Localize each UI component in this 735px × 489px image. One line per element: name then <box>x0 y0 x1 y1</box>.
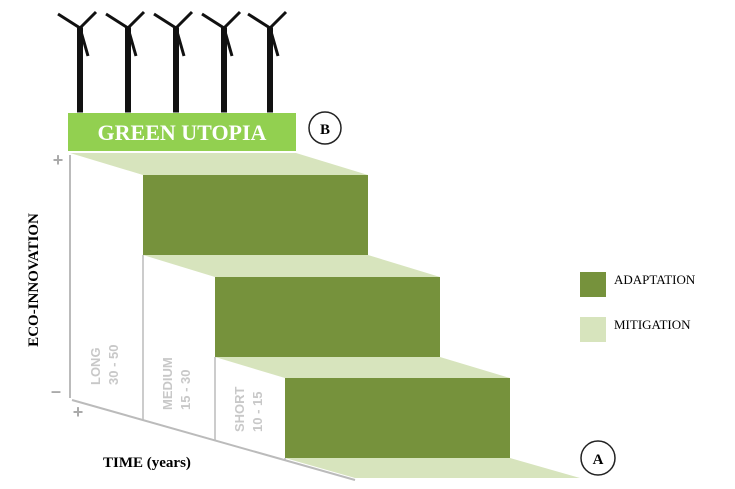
step-range: 30 - 50 <box>106 345 121 385</box>
banner <box>68 113 296 151</box>
x-axis <box>71 399 356 481</box>
legend-label: MITIGATION <box>614 317 691 332</box>
y-label: ECO-INNOVATION <box>26 213 42 347</box>
legend-label: ADAPTATION <box>614 272 696 287</box>
x-label: TIME (years) <box>103 455 191 471</box>
legend: ADAPTATION MITIGATION <box>580 272 696 342</box>
legend-swatch <box>580 317 606 342</box>
step-term: SHORT <box>232 386 247 432</box>
wind-turbines <box>57 10 288 113</box>
legend-swatch <box>580 272 606 297</box>
marker-circle <box>308 111 342 145</box>
y-plus: + <box>53 150 64 170</box>
banner-title: GREEN UTOPIA <box>98 120 267 145</box>
y-minus: – <box>51 381 61 401</box>
step-term: MEDIUM <box>160 357 175 410</box>
step-range: 15 - 30 <box>178 370 193 410</box>
marker-circle <box>580 440 616 476</box>
staircase <box>70 153 580 478</box>
x-plus: + <box>73 402 84 422</box>
end-marker: A <box>593 452 604 468</box>
step-term: LONG <box>88 347 103 385</box>
marker: B <box>320 122 330 138</box>
step-range: 10 - 15 <box>250 392 265 432</box>
